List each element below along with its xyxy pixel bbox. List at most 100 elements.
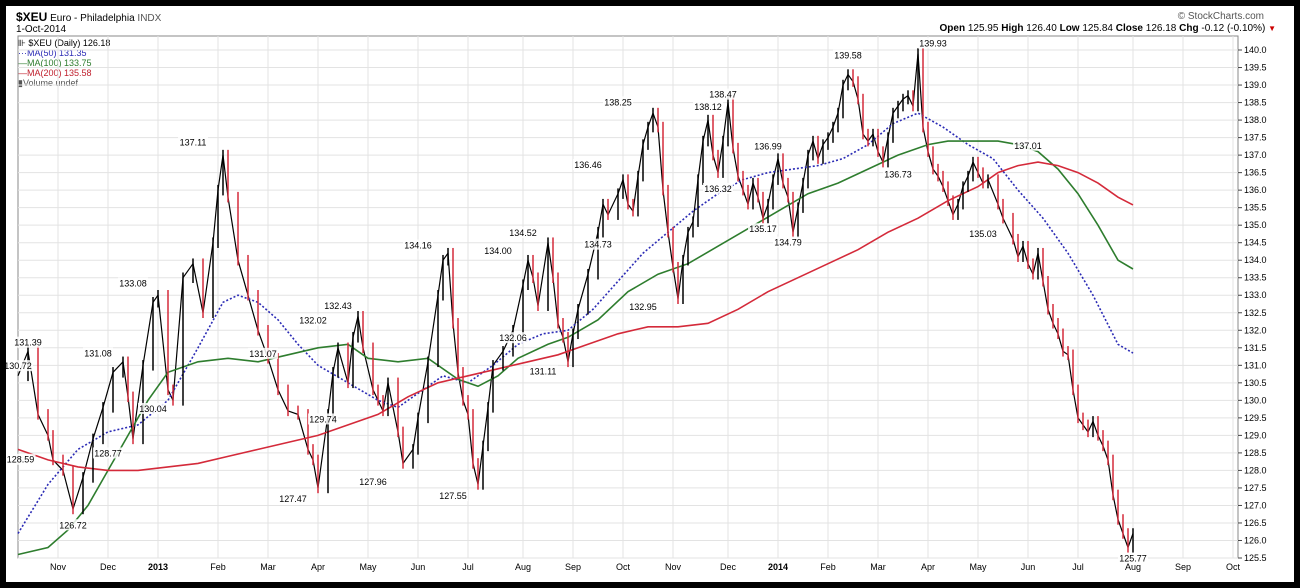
y-tick-label: 136.5	[1244, 168, 1267, 178]
x-tick-label: Apr	[311, 562, 325, 572]
x-tick-label: Nov	[665, 562, 682, 572]
chg-value: -0.12 (-0.10%)	[1201, 23, 1266, 34]
y-tick-label: 134.0	[1244, 255, 1267, 265]
y-tick-label: 130.0	[1244, 395, 1267, 405]
annotation-bg	[748, 223, 778, 235]
annotation-bg	[628, 301, 658, 312]
data-label: 130.72	[6, 361, 32, 371]
x-tick-label: May	[969, 562, 987, 572]
annotation-bg	[298, 314, 328, 326]
legend-ma200: —MA(200) 135.58	[18, 68, 92, 78]
x-tick-label: Mar	[260, 562, 276, 572]
legend-ma50: ···MA(50) 131.35	[18, 48, 87, 58]
annotation-bg	[438, 490, 468, 502]
y-tick-label: 126.5	[1244, 518, 1267, 528]
x-tick-label: Feb	[210, 562, 226, 572]
dropdown-arrow-icon[interactable]: ▼	[1268, 24, 1276, 33]
price-chart: 125.5 126.0 126.5 127.0 127.5 128.0 128.5 129.0…	[6, 35, 1267, 572]
annotation-bg	[833, 49, 863, 61]
annotation-bg	[1013, 139, 1043, 151]
annotation-bg	[1118, 552, 1148, 564]
high-value: 126.40	[1026, 23, 1057, 34]
data-label: 126.72	[59, 520, 87, 530]
y-tick-label: 129.0	[1244, 430, 1267, 440]
open-label: Open	[939, 23, 966, 34]
close-label: Close	[1115, 23, 1143, 34]
data-label: 138.47	[709, 90, 737, 100]
x-tick-label: Jun	[1021, 562, 1036, 572]
annotation-bg	[6, 360, 33, 372]
y-tick-label: 130.5	[1244, 378, 1267, 388]
x-tick-label: Sep	[565, 562, 581, 572]
annotation-bg	[498, 332, 528, 344]
annotation-bg	[508, 226, 538, 238]
legend-price: ⊪ $XEU (Daily) 126.18	[18, 38, 111, 48]
legend-volume: ▮Volume undef	[18, 78, 78, 88]
chg-label: Chg	[1179, 23, 1199, 34]
annotation-bg	[308, 413, 338, 425]
annotation-bg	[603, 96, 633, 108]
data-label: 134.79	[774, 238, 802, 248]
annotation-bg	[323, 300, 353, 312]
annotation-bg	[93, 447, 123, 459]
annotation-bg	[248, 347, 278, 359]
data-label: 133.08	[119, 278, 147, 288]
data-label: 127.55	[439, 491, 467, 501]
candle-icon: ⊪	[18, 38, 26, 48]
symbol: $XEU	[16, 10, 48, 24]
data-label: 137.01	[1014, 141, 1042, 151]
x-tick-label: May	[359, 562, 377, 572]
data-label: 136.73	[884, 170, 912, 180]
y-tick-label: 138.5	[1244, 98, 1267, 108]
y-tick-label: 138.0	[1244, 115, 1267, 125]
volume-bars-icon: ▮	[18, 78, 23, 88]
data-label: 127.96	[359, 477, 387, 487]
x-tick-label: Mar	[870, 562, 886, 572]
dotted-line-icon: ···	[18, 48, 27, 58]
y-tick-label: 132.0	[1244, 325, 1267, 335]
data-label: 132.02	[299, 316, 327, 326]
exchange: INDX	[137, 13, 162, 24]
annotation-bg	[118, 277, 148, 289]
high-label: High	[1001, 23, 1024, 34]
y-tick-label: 128.0	[1244, 465, 1267, 475]
annotation-bg	[278, 492, 308, 504]
annotation-bg	[573, 159, 603, 171]
data-label: 125.77	[1119, 554, 1147, 564]
annotation-bg	[528, 365, 558, 377]
x-tick-label: Jun	[411, 562, 426, 572]
chart-title: $XEU Euro - Philadelphia INDX	[16, 10, 161, 24]
line-icon: —	[18, 68, 27, 78]
ohlc-readout: Open 125.95 High 126.40 Low 125.84 Close…	[940, 23, 1277, 34]
data-label: 134.52	[509, 228, 537, 238]
legend-ma100: —MA(100) 133.75	[18, 58, 92, 68]
data-label: 136.99	[754, 141, 782, 151]
data-label: 136.32	[704, 184, 732, 194]
annotation-bg	[708, 88, 738, 100]
series-line-ma50	[17, 112, 1134, 534]
legend: ⊪ $XEU (Daily) 126.18 ···MA(50) 131.35 —…	[18, 38, 110, 88]
data-label: 135.17	[749, 224, 777, 234]
y-tick-label: 128.5	[1244, 448, 1267, 458]
data-label: 138.12	[694, 102, 722, 112]
y-tick-label: 139.5	[1244, 63, 1267, 73]
x-tick-label: Sep	[1175, 562, 1191, 572]
data-label: 132.06	[499, 333, 527, 343]
y-tick-label: 131.5	[1244, 343, 1267, 353]
x-tick-label: Aug	[515, 562, 531, 572]
annotation-bg	[178, 136, 208, 148]
open-value: 125.95	[967, 23, 999, 34]
y-tick-label: 140.0	[1244, 45, 1267, 55]
annotation-bg	[703, 182, 733, 194]
data-label: 128.59	[7, 455, 35, 465]
annotation-bg	[138, 402, 168, 414]
data-label: 127.47	[279, 494, 307, 504]
x-tick-label: Oct	[1226, 562, 1241, 572]
line-icon: —	[18, 58, 27, 68]
y-tick-label: 126.0	[1244, 535, 1267, 545]
plot-area	[17, 35, 1239, 559]
x-tick-label: Jul	[1072, 562, 1084, 572]
annotation-bg	[13, 336, 43, 348]
series-line-ma200	[17, 161, 1134, 472]
annotation-bg	[403, 239, 433, 251]
